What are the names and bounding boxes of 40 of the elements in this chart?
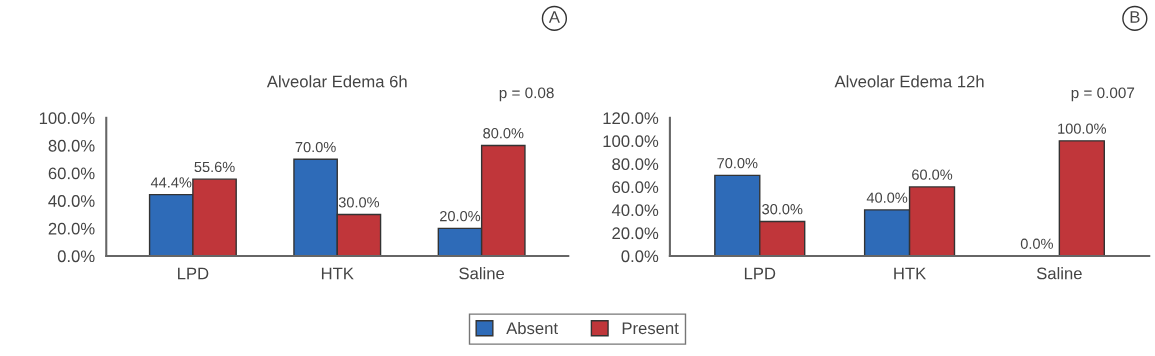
y-tick-label: 60.0% xyxy=(612,181,659,194)
data-label: 80.0% xyxy=(483,128,524,139)
data-label: 70.0% xyxy=(295,141,336,153)
x-tick-label: Saline xyxy=(459,267,505,280)
bar xyxy=(1058,140,1105,256)
y-tick-label: 20.0% xyxy=(48,222,95,235)
y-tick-label: 60.0% xyxy=(48,167,95,180)
data-label: 55.6% xyxy=(194,161,235,173)
y-tick-label: 120.0% xyxy=(603,112,659,125)
y-tick-label: 0.0% xyxy=(621,250,659,263)
y-tick-label: 100.0% xyxy=(39,112,95,125)
data-label: 60.0% xyxy=(912,169,953,180)
chart-title: Alveolar Edema 12h xyxy=(834,75,984,88)
chart-title: Alveolar Edema 6h xyxy=(266,75,407,88)
data-label: 20.0% xyxy=(440,210,481,222)
y-tick-label: 80.0% xyxy=(612,158,659,171)
data-label: 30.0% xyxy=(762,204,803,215)
data-label: 100.0% xyxy=(1058,123,1107,134)
y-tick-label: 40.0% xyxy=(48,195,95,207)
y-tick-label: 20.0% xyxy=(612,227,659,240)
legend-label: Present xyxy=(622,322,679,335)
text: p = 0.007 xyxy=(1071,87,1135,102)
x-tick-label: HTK xyxy=(321,267,354,280)
data-label: 30.0% xyxy=(338,197,380,208)
text: p = 0.08 xyxy=(499,87,554,102)
data-label: 40.0% xyxy=(866,192,908,203)
y-tick-label: 0.0% xyxy=(57,250,95,263)
x-tick-label: Saline xyxy=(1036,267,1082,280)
data-label: 70.0% xyxy=(717,158,758,169)
y-tick-label: 40.0% xyxy=(611,204,659,217)
data-label: 0.0% xyxy=(1020,238,1053,249)
legend-label: Absent xyxy=(506,321,558,335)
x-tick-label: LPD xyxy=(178,267,209,280)
text: A xyxy=(548,11,560,23)
text: B xyxy=(1130,11,1140,23)
x-tick-label: LPD xyxy=(744,267,776,280)
data-label: 44.4% xyxy=(150,177,192,188)
y-tick-label: 80.0% xyxy=(48,139,95,152)
y-tick-label: 100.0% xyxy=(603,135,659,148)
x-tick-label: HTK xyxy=(894,267,927,280)
